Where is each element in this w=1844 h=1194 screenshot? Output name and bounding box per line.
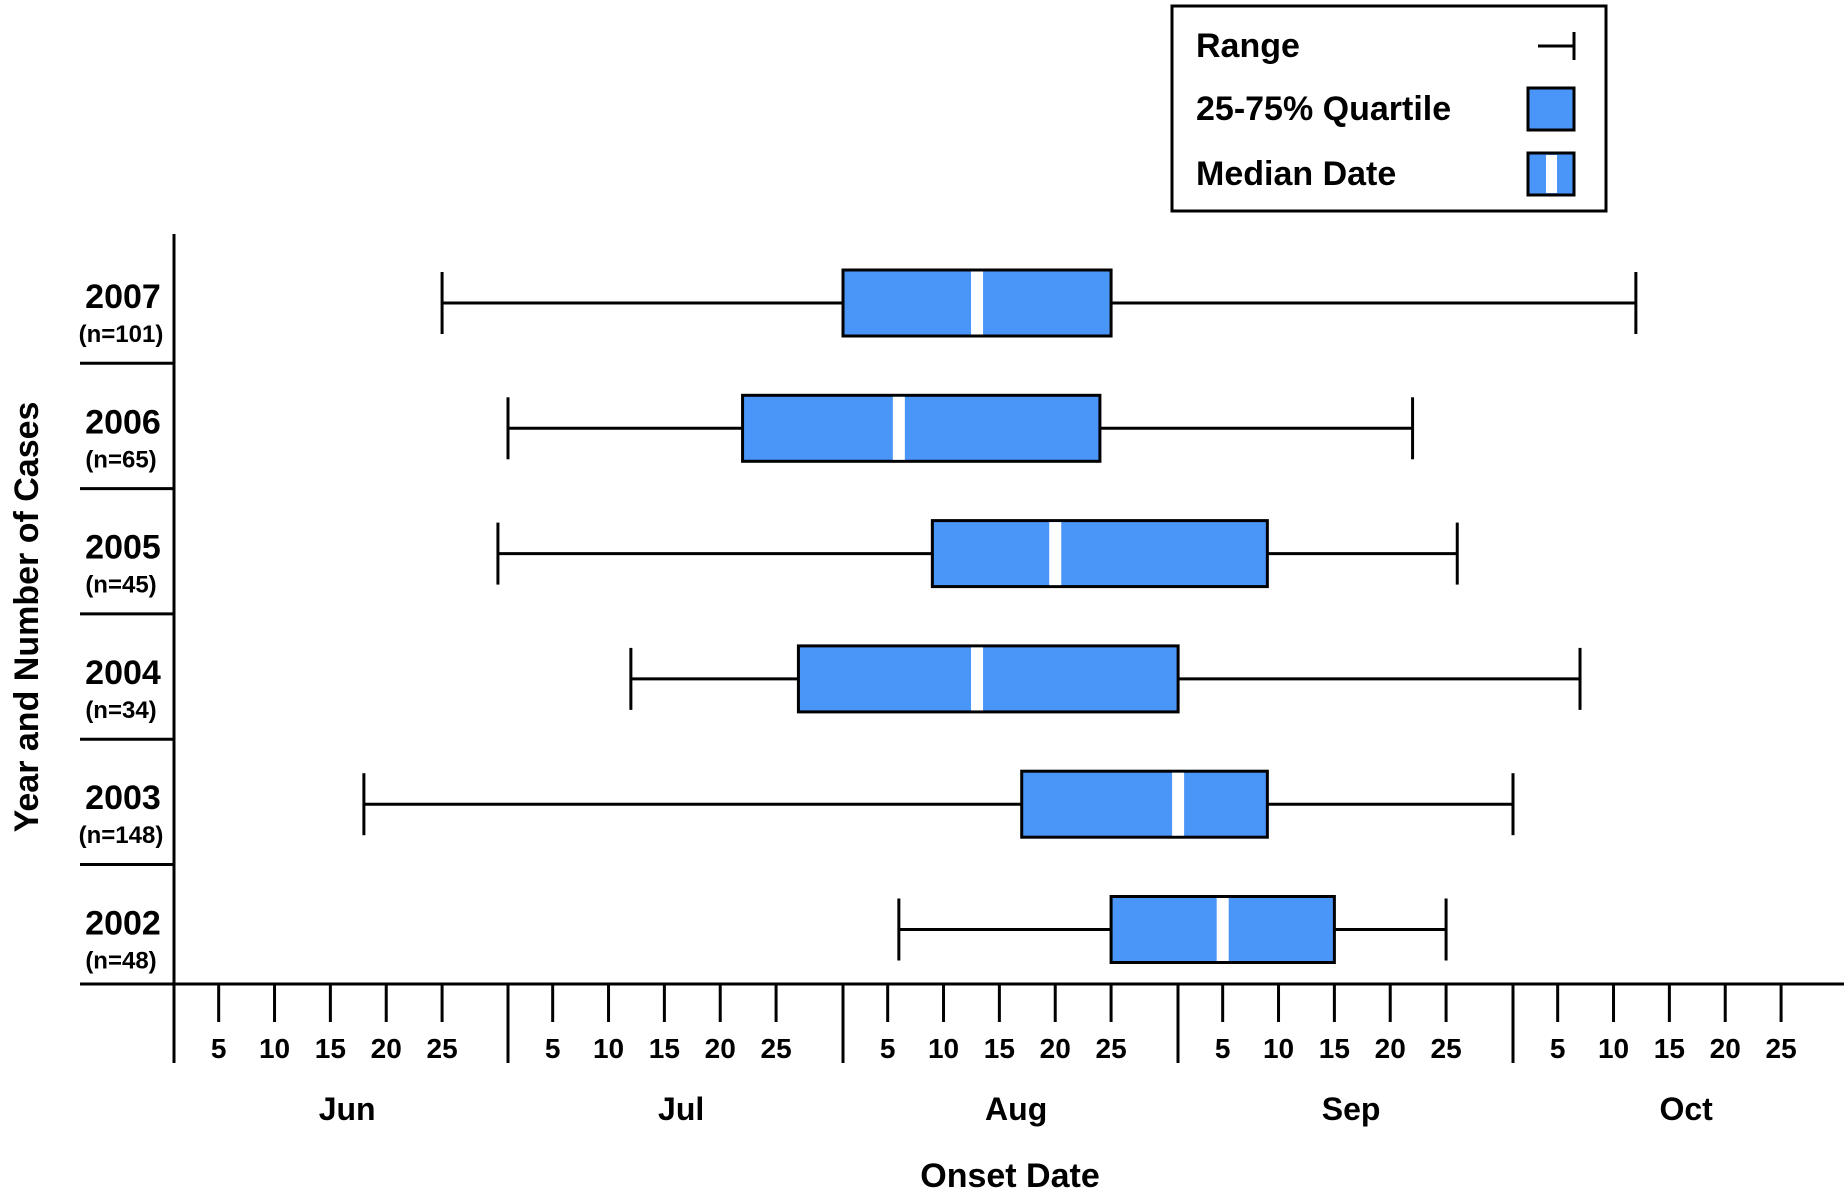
year-label: 2007 xyxy=(85,278,161,316)
year-label: 2005 xyxy=(85,529,161,567)
month-label: Aug xyxy=(985,1091,1047,1127)
month-label: Oct xyxy=(1659,1091,1713,1127)
day-tick-label: 15 xyxy=(1319,1033,1350,1064)
day-tick-label: 10 xyxy=(928,1033,959,1064)
day-tick-label: 10 xyxy=(1598,1033,1629,1064)
day-tick-label: 10 xyxy=(259,1033,290,1064)
day-tick-label: 20 xyxy=(1710,1033,1741,1064)
case-count-label: (n=48) xyxy=(85,948,156,975)
y-axis-title: Year and Number of Cases xyxy=(8,402,46,833)
quartile-box xyxy=(796,644,1180,714)
x-axis-title: Onset Date xyxy=(920,1157,1100,1194)
day-tick-label: 25 xyxy=(1096,1033,1127,1064)
day-tick-label: 15 xyxy=(649,1033,680,1064)
legend-label: Median Date xyxy=(1196,155,1396,193)
range-icon xyxy=(1538,32,1576,60)
day-tick-label: 20 xyxy=(1040,1033,1071,1064)
quartile-box-icon xyxy=(1526,86,1576,132)
legend-label: Range xyxy=(1196,27,1300,65)
median-box-icon xyxy=(1526,151,1576,197)
day-tick-label: 15 xyxy=(315,1033,346,1064)
month-label: Jul xyxy=(658,1091,704,1127)
day-tick-label: 5 xyxy=(211,1033,227,1064)
day-tick-label: 5 xyxy=(1550,1033,1566,1064)
day-tick-label: 5 xyxy=(1215,1033,1231,1064)
median-marker xyxy=(892,396,905,460)
day-tick-label: 20 xyxy=(1375,1033,1406,1064)
day-tick-label: 25 xyxy=(1431,1033,1462,1064)
legend-label: 25-75% Quartile xyxy=(1196,90,1451,128)
day-tick-label: 15 xyxy=(984,1033,1015,1064)
month-label: Jun xyxy=(319,1091,376,1127)
day-tick-label: 25 xyxy=(427,1033,458,1064)
case-count-label: (n=65) xyxy=(85,446,156,473)
case-count-label: (n=45) xyxy=(85,572,156,599)
median-marker xyxy=(1172,772,1185,836)
year-label: 2003 xyxy=(85,779,161,817)
day-tick-label: 5 xyxy=(545,1033,561,1064)
month-label: Sep xyxy=(1322,1091,1381,1127)
day-tick-label: 20 xyxy=(705,1033,736,1064)
case-count-label: (n=148) xyxy=(79,822,164,849)
day-tick-label: 20 xyxy=(371,1033,402,1064)
day-tick-label: 10 xyxy=(593,1033,624,1064)
box-series: 2007 (n=101) 2006 (n=65) 2005 (n=45) 2004 (n=34… xyxy=(79,268,1638,975)
day-tick-label: 10 xyxy=(1263,1033,1294,1064)
year-label: 2006 xyxy=(85,403,161,441)
day-tick-label: 25 xyxy=(1766,1033,1797,1064)
median-marker xyxy=(971,271,984,335)
year-label: 2004 xyxy=(85,654,161,692)
median-marker xyxy=(971,647,984,711)
day-tick-label: 25 xyxy=(761,1033,792,1064)
quartile-box xyxy=(930,519,1269,589)
median-marker xyxy=(1049,522,1062,586)
axes: 5 10 15 20 25 Jun 5 10 15 20 25 Jul 5 10 15 20 25 Aug 5 10 1… xyxy=(80,234,1844,1127)
year-label: 2002 xyxy=(85,905,161,943)
day-tick-label: 5 xyxy=(880,1033,896,1064)
quartile-box xyxy=(1020,769,1269,839)
case-count-label: (n=34) xyxy=(85,697,156,724)
day-tick-label: 15 xyxy=(1654,1033,1685,1064)
quartile-box xyxy=(741,393,1102,463)
median-marker xyxy=(1216,898,1229,961)
legend: Range 25-75% Quartile Median Date xyxy=(1170,4,1608,213)
case-count-label: (n=101) xyxy=(79,321,164,348)
